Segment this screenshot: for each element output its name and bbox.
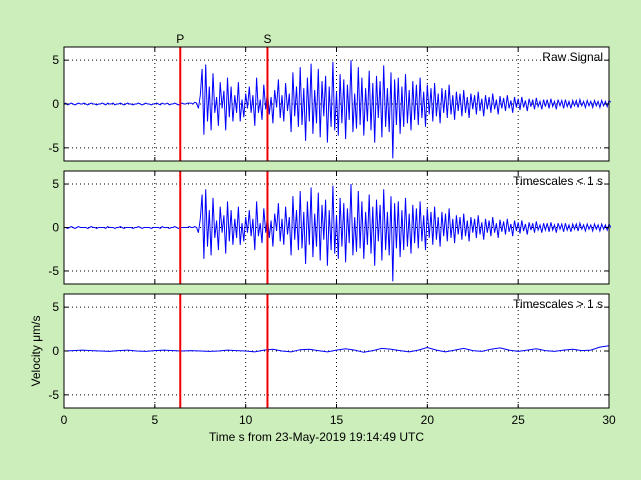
y-tick-label: 5 xyxy=(52,53,59,67)
x-axis-label: Time s from 23-May-2019 19:14:49 UTC xyxy=(209,430,424,444)
signal-trace-line xyxy=(63,345,610,353)
phase-marker-label: P xyxy=(176,32,184,46)
x-tick-label: 0 xyxy=(61,413,68,427)
y-tick-label: -5 xyxy=(48,264,59,278)
x-tick-label: 20 xyxy=(421,413,435,427)
y-tick-label: 0 xyxy=(52,97,59,111)
x-tick-label: 15 xyxy=(330,413,344,427)
signal-trace-line xyxy=(64,183,612,282)
y-tick-label: 0 xyxy=(52,344,59,358)
panel-title: Timescales > 1 s xyxy=(513,297,603,311)
y-axis-label: Velocity μm/s xyxy=(29,316,43,387)
x-tick-label: 30 xyxy=(602,413,616,427)
panel-title: Timescales < 1 s xyxy=(513,174,603,188)
signal-trace-line xyxy=(63,60,612,159)
phase-marker-label: S xyxy=(263,32,271,46)
x-tick-label: 10 xyxy=(239,413,253,427)
y-tick-label: 5 xyxy=(52,177,59,191)
y-tick-label: -5 xyxy=(48,141,59,155)
y-tick-label: 5 xyxy=(52,300,59,314)
x-tick-label: 25 xyxy=(511,413,525,427)
x-tick-label: 5 xyxy=(151,413,158,427)
y-tick-label: -5 xyxy=(48,388,59,402)
panel-title: Raw Signal xyxy=(542,50,603,64)
y-tick-label: 0 xyxy=(52,221,59,235)
